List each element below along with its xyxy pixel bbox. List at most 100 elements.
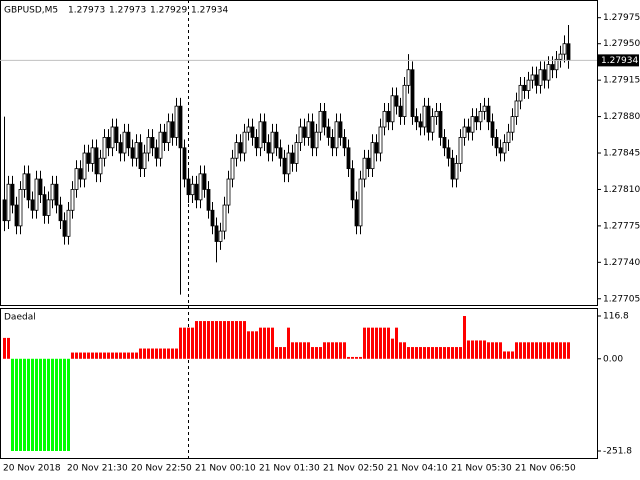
- candle-body: [458, 137, 463, 164]
- y-tick-label: 1.27880: [603, 112, 640, 122]
- histogram-bar: [39, 358, 42, 451]
- candle-body: [50, 183, 55, 201]
- current-price-label: 1.27934: [601, 56, 638, 66]
- candle-body: [150, 137, 155, 149]
- candle-body: [110, 126, 115, 149]
- candle-body: [422, 105, 427, 128]
- histogram-bar: [295, 342, 298, 359]
- histogram-bar: [539, 342, 542, 359]
- candle-body: [374, 142, 379, 154]
- histogram-bar: [483, 340, 486, 359]
- candle-body: [126, 131, 131, 149]
- candle-body: [338, 121, 343, 138]
- histogram-bar: [223, 321, 226, 359]
- histogram-bar: [155, 348, 158, 359]
- candle-body: [506, 131, 511, 144]
- candle-body: [410, 69, 415, 117]
- candle-body: [498, 147, 503, 154]
- histogram-bar: [71, 352, 74, 359]
- histogram-bar: [131, 352, 134, 359]
- histogram-bar: [163, 348, 166, 359]
- candle-body: [202, 173, 207, 190]
- candle-body: [370, 142, 375, 170]
- histogram-bar: [499, 342, 502, 359]
- y-tick-label: 1.27740: [603, 258, 640, 268]
- histogram-bar: [43, 358, 46, 451]
- candle-body: [518, 84, 523, 102]
- histogram-bar: [535, 342, 538, 359]
- histogram-bar: [263, 327, 266, 359]
- candle-body: [190, 183, 195, 196]
- candle-body: [418, 121, 423, 128]
- histogram-bar: [151, 348, 154, 359]
- header-value: 1.27973: [109, 6, 146, 16]
- histogram-bar: [491, 342, 494, 359]
- histogram-bar: [299, 342, 302, 359]
- candle-body: [38, 178, 43, 196]
- y-tick-label: 1.27845: [603, 149, 640, 159]
- candle-body: [282, 157, 287, 175]
- histogram-bar: [219, 321, 222, 359]
- histogram-bar: [479, 340, 482, 359]
- histogram-bar: [19, 358, 22, 451]
- histogram-bar: [23, 358, 26, 451]
- candle-body: [430, 116, 435, 133]
- y-tick-label: 1.27915: [603, 76, 640, 86]
- histogram-bar: [83, 352, 86, 359]
- histogram-bar: [339, 342, 342, 359]
- histogram-bar: [47, 358, 50, 451]
- candle-body: [218, 230, 223, 242]
- candle-body: [162, 131, 167, 144]
- histogram-bar: [511, 351, 514, 359]
- histogram-bar: [403, 342, 406, 359]
- histogram-bar: [195, 321, 198, 359]
- symbol-label: GBPUSD,M5: [4, 6, 58, 16]
- histogram-bar: [183, 327, 186, 359]
- y-tick-label: 1.27705: [603, 294, 640, 304]
- y-tick-label: 1.27975: [603, 13, 640, 23]
- histogram-bar: [471, 340, 474, 359]
- candle-body: [482, 105, 487, 112]
- histogram-bar: [423, 347, 426, 359]
- candle-body: [562, 43, 567, 55]
- candle-body: [230, 157, 235, 180]
- candle-body: [462, 126, 467, 138]
- candle-body: [114, 126, 119, 144]
- candle-body: [242, 131, 247, 154]
- indicator-title: Daedal: [4, 313, 36, 323]
- histogram-bar: [235, 321, 238, 359]
- candle-body: [554, 58, 559, 71]
- histogram-bar: [563, 342, 566, 359]
- x-tick-label: 20 Nov 2018: [3, 464, 61, 474]
- histogram-bar: [275, 347, 278, 359]
- candle-body: [366, 157, 371, 170]
- candle-body: [274, 131, 279, 149]
- histogram-bar: [487, 342, 490, 359]
- candle-body: [258, 121, 263, 149]
- histogram-bar: [531, 342, 534, 359]
- histogram-bar: [119, 352, 122, 359]
- y-tick-label: 116.8: [603, 312, 629, 322]
- histogram-bar: [475, 340, 478, 359]
- candle-body: [98, 157, 103, 175]
- histogram-bar: [271, 327, 274, 359]
- header-value: 1.27929: [150, 6, 187, 16]
- histogram-bar: [391, 338, 394, 359]
- candle-body: [542, 69, 547, 81]
- candle-body: [42, 194, 47, 216]
- x-tick-label: 21 Nov 05:30: [451, 464, 512, 474]
- histogram-bar: [167, 348, 170, 359]
- histogram-bar: [567, 342, 570, 359]
- candle-body: [494, 137, 499, 149]
- histogram-bar: [15, 358, 18, 451]
- histogram-bar: [63, 358, 66, 451]
- y-tick-label: -251.8: [603, 447, 632, 457]
- histogram-bar: [347, 356, 350, 359]
- histogram-bar: [115, 352, 118, 359]
- histogram-bar: [59, 358, 62, 451]
- candle-body: [134, 142, 139, 159]
- x-tick-label: 21 Nov 02:50: [323, 464, 384, 474]
- histogram-bar: [515, 342, 518, 359]
- histogram-bar: [427, 347, 430, 359]
